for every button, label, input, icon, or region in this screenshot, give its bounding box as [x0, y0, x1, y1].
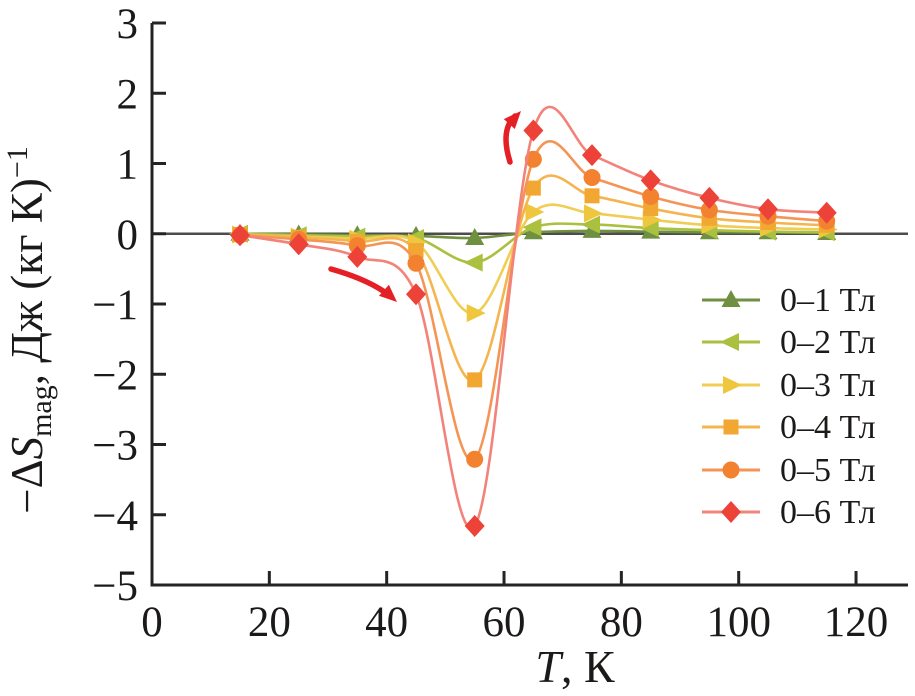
axes	[150, 21, 908, 587]
data-point-marker	[584, 204, 603, 223]
y-tick-label: −2	[92, 352, 138, 399]
legend-marker	[721, 501, 741, 523]
arrow-up-head	[503, 111, 521, 129]
series-0–6-Тл	[230, 105, 837, 537]
legend-label: 0–4 Тл	[780, 409, 876, 446]
y-tick-label: −1	[92, 282, 138, 329]
data-point-marker	[581, 215, 600, 234]
data-point-marker	[524, 150, 542, 168]
data-point-marker	[639, 219, 659, 238]
x-tick-label: 40	[365, 599, 408, 646]
y-tick-label: 0	[117, 212, 139, 259]
x-tick-label: 120	[824, 599, 889, 646]
data-point-marker	[288, 233, 309, 256]
y-tick-label: −4	[92, 493, 138, 540]
data-point-marker	[583, 169, 601, 187]
data-point-marker	[407, 254, 425, 272]
data-point-marker	[348, 237, 366, 255]
legend-item-0–2-Тл: 0–2 Тл	[702, 324, 876, 361]
data-point-marker	[640, 169, 661, 192]
data-point-marker	[465, 228, 485, 245]
legend-item-0–4-Тл: 0–4 Тл	[702, 409, 876, 446]
data-point-marker	[525, 180, 541, 196]
data-point-marker	[758, 198, 778, 221]
y-tick-label: 3	[117, 1, 139, 48]
data-point-marker	[584, 188, 600, 204]
y-tick-label: −5	[92, 563, 138, 610]
data-point-marker	[466, 304, 486, 323]
arrow-up	[503, 111, 521, 165]
data-point-marker	[522, 218, 542, 237]
y-tick-label: 1	[117, 142, 139, 189]
series-line	[238, 105, 828, 530]
legend-item-0–5-Тл: 0–5 Тл	[702, 452, 876, 489]
series-0–2-Тл	[229, 215, 835, 272]
data-point-marker	[643, 200, 659, 216]
data-point-marker	[408, 243, 424, 259]
legend-label: 0–1 Тл	[780, 282, 876, 319]
legend: 0–1 Тл 0–2 Тл 0–3 Тл 0–4 Тл 0–5 Тл 0–6 Тл	[702, 282, 876, 531]
data-point-marker	[467, 372, 483, 388]
x-tick-label: 20	[248, 599, 291, 646]
legend-marker	[723, 376, 742, 394]
data-point-marker	[230, 224, 250, 247]
data-point-marker	[463, 253, 483, 272]
legend-label: 0–6 Тл	[780, 494, 876, 531]
y-axis-label: −ΔSmag, Дж (кг К)−1	[1, 146, 58, 514]
data-point-marker	[525, 203, 545, 221]
data-point-marker	[816, 201, 837, 224]
data-point-marker	[466, 450, 484, 468]
data-point-marker	[699, 186, 720, 209]
legend-marker	[721, 290, 741, 307]
x-tick-label: 100	[706, 599, 771, 646]
arrow-down-head	[379, 284, 397, 302]
data-point-marker	[642, 188, 660, 206]
arrow-down-shaft	[328, 266, 393, 299]
x-tick-label: 60	[483, 599, 526, 646]
legend-label: 0–2 Тл	[780, 324, 876, 361]
arrow-down	[328, 266, 397, 302]
data-point-marker	[700, 201, 718, 219]
y-tick-label: 2	[117, 71, 139, 118]
x-tick-label: 0	[141, 599, 163, 646]
y-tick-label: −3	[92, 423, 138, 470]
legend-label: 0–3 Тл	[780, 367, 876, 404]
legend-marker	[720, 333, 739, 351]
data-point-marker	[347, 245, 368, 268]
data-point-marker	[464, 515, 485, 537]
legend-label: 0–5 Тл	[780, 452, 876, 489]
legend-item-0–3-Тл: 0–3 Тл	[702, 367, 876, 404]
legend-marker	[723, 419, 739, 435]
legend-marker	[722, 461, 740, 479]
legend-item-0–6-Тл: 0–6 Тл	[702, 494, 876, 531]
legend-item-0–1-Тл: 0–1 Тл	[702, 282, 876, 319]
x-axis-label: T, К	[535, 641, 615, 692]
x-tick-label: 80	[600, 599, 643, 646]
data-point-marker	[582, 144, 602, 167]
data-point-marker	[406, 283, 426, 306]
data-point-marker	[523, 119, 544, 142]
